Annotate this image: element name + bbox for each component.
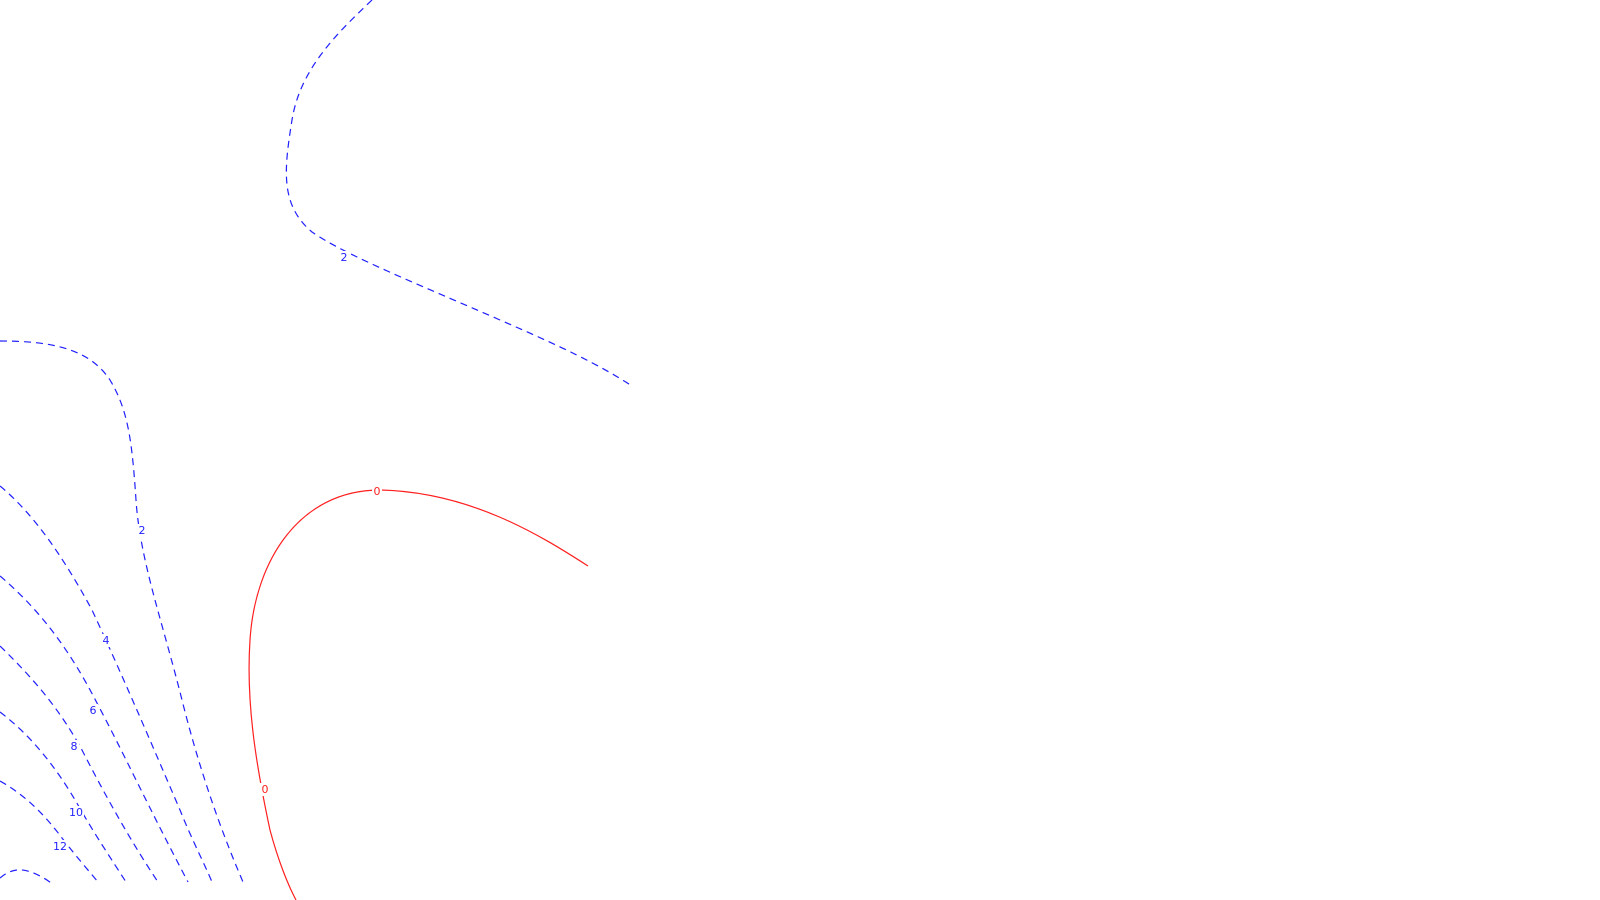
contour-label-4: 4 [103, 634, 110, 647]
label-bg [372, 485, 382, 498]
label-bg [260, 783, 270, 796]
contour-label-2-left: 2 [139, 524, 146, 537]
contour-line-0 [248, 489, 589, 900]
contour-label-12: 12 [53, 840, 67, 853]
contour-line-2-left [0, 340, 244, 883]
contour-label-8: 8 [71, 740, 78, 753]
label-bg [68, 806, 84, 819]
label-bg [101, 634, 111, 647]
contour-line-14 [0, 869, 53, 885]
contour-line-6 [0, 575, 189, 883]
label-bg [52, 840, 68, 853]
label-bg [137, 524, 147, 537]
label-bg [69, 740, 79, 753]
contour-line-8 [0, 645, 159, 883]
contour-line-10 [0, 711, 127, 883]
label-bg [88, 704, 98, 717]
contour-line-4 [0, 485, 213, 883]
contour-label-6: 6 [90, 704, 97, 717]
label-bg [339, 251, 349, 264]
contour-label-0-left: 0 [262, 783, 269, 796]
contour-label-2-top: 2 [341, 251, 348, 264]
contour-label-10: 10 [69, 806, 83, 819]
contour-label-0-top: 0 [374, 485, 381, 498]
contour-labels: 2 2 4 6 8 10 12 0 0 [52, 251, 382, 853]
contour-line-12 [0, 780, 99, 883]
